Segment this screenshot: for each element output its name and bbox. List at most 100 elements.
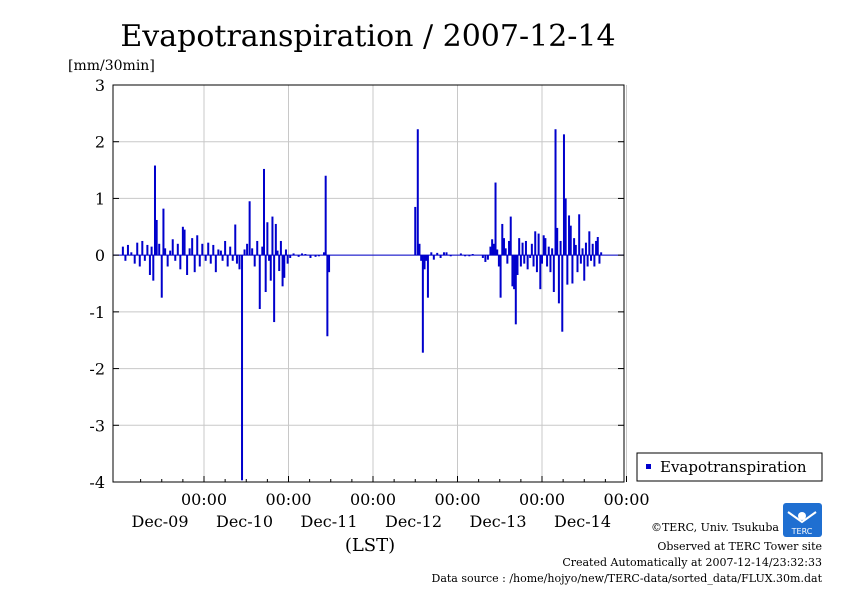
bar (508, 240, 511, 256)
bar (547, 246, 550, 256)
logo-background (783, 503, 822, 537)
bar (186, 255, 189, 275)
bar (559, 240, 562, 256)
bar (289, 255, 292, 258)
bar (269, 255, 272, 281)
bar (183, 229, 186, 256)
bar (224, 240, 227, 256)
x-tick-date: Dec-13 (469, 512, 526, 531)
bar (436, 252, 439, 256)
bar (571, 255, 574, 284)
bar (564, 198, 567, 256)
bar (494, 182, 497, 256)
legend: Evapotranspiration (636, 452, 823, 482)
bar (568, 215, 571, 256)
x-tick-date: Dec-11 (300, 512, 357, 531)
bar (243, 249, 246, 256)
bar (130, 252, 133, 256)
bar (593, 255, 596, 267)
bar (549, 255, 552, 273)
credit-copyright: ©TERC, Univ. Tsukuba (651, 521, 779, 534)
bar (586, 255, 589, 267)
bar (530, 243, 533, 256)
bar (121, 246, 124, 256)
bar (556, 227, 559, 256)
y-axis-ticks: 3 2 1 0 -1 -2 -3 -4 (89, 76, 624, 492)
bar (598, 255, 601, 264)
bar (235, 255, 238, 264)
bar (552, 255, 555, 293)
bar (301, 253, 304, 256)
bar (160, 255, 163, 298)
bar (509, 216, 512, 256)
bar (532, 255, 535, 267)
bar (326, 255, 329, 337)
bar (209, 255, 212, 264)
bar (217, 249, 220, 256)
bar (141, 240, 144, 256)
bar (425, 255, 428, 261)
bar (524, 240, 527, 256)
bar (226, 255, 229, 267)
bar (179, 255, 182, 270)
bar (551, 248, 554, 256)
bar (584, 242, 587, 256)
bar (207, 242, 210, 256)
bar (219, 250, 222, 256)
bar (171, 239, 174, 256)
bar (328, 255, 331, 273)
bar (162, 208, 165, 256)
bar (191, 238, 194, 256)
bar (229, 246, 232, 256)
bar (511, 255, 514, 287)
bar (557, 255, 560, 304)
y-tick-label: -1 (89, 303, 105, 322)
y-tick-label: -2 (89, 360, 105, 379)
bar (514, 255, 517, 325)
bar (214, 255, 217, 273)
bar (304, 254, 307, 256)
bar (535, 255, 538, 273)
bar (234, 224, 237, 256)
bar (136, 242, 139, 256)
bar (583, 255, 586, 281)
bar (432, 255, 435, 260)
bar (268, 255, 271, 261)
bar (274, 223, 277, 256)
y-axis-unit: [mm/30min] (68, 58, 155, 74)
data-bars (121, 129, 603, 481)
bar (423, 255, 426, 270)
bar (566, 255, 569, 285)
bar (416, 129, 419, 256)
bar (484, 255, 487, 262)
bar (231, 255, 234, 261)
bar (276, 250, 279, 256)
bar (317, 255, 320, 257)
bar (278, 255, 281, 272)
bar (264, 255, 267, 293)
bar (513, 255, 516, 290)
bar (491, 239, 494, 256)
bar (174, 255, 177, 261)
bar (459, 253, 462, 256)
x-tick-time: 00:00 (434, 490, 480, 509)
bar (449, 255, 452, 257)
bar (581, 248, 584, 256)
bar (238, 255, 241, 270)
bar (133, 255, 136, 264)
bar (196, 235, 199, 256)
bar (421, 255, 424, 353)
bar (266, 222, 269, 256)
credit-site: Observed at TERC Tower site (657, 540, 822, 553)
grid (113, 85, 627, 482)
bar (251, 248, 254, 256)
bar (284, 249, 287, 256)
bar (445, 252, 448, 256)
bar (193, 255, 196, 273)
bar (591, 243, 594, 256)
bar (181, 226, 184, 256)
bar (526, 255, 529, 270)
bar (486, 255, 489, 260)
logo-text: TERC (791, 527, 813, 536)
bar (279, 240, 282, 256)
